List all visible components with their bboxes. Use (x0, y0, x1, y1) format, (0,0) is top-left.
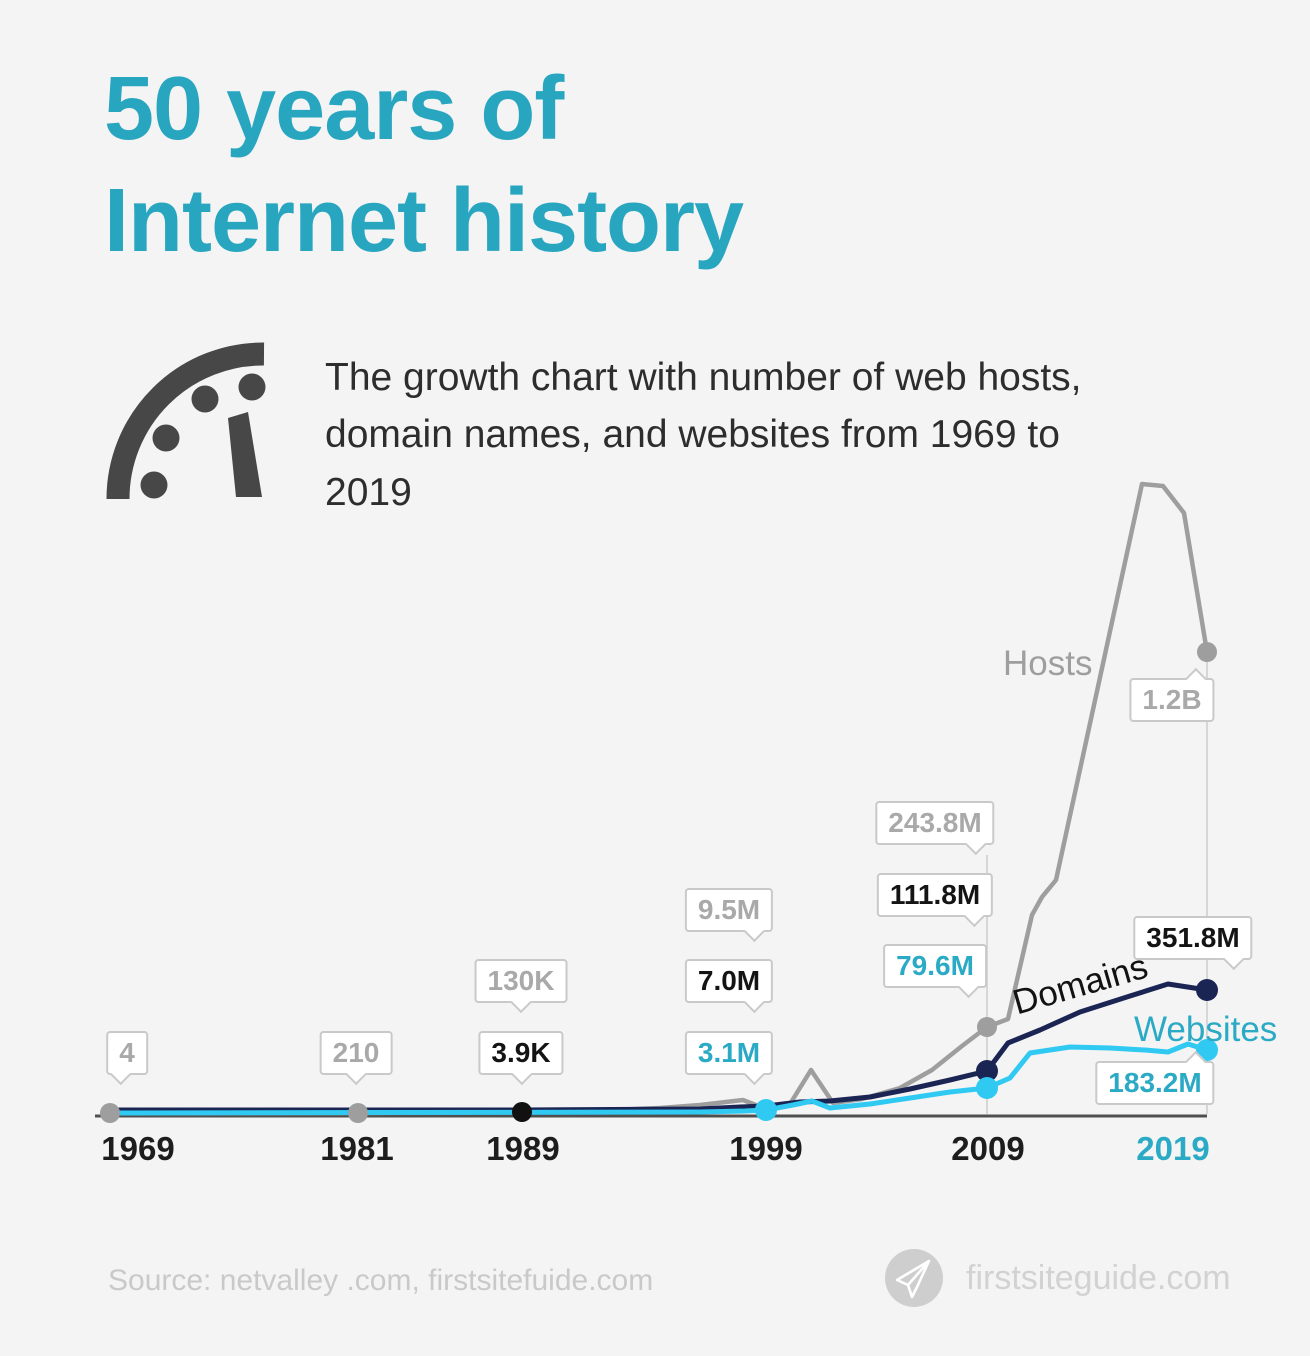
callout-hosts-1981: 210 (319, 1031, 393, 1075)
websites-line (107, 1041, 1210, 1116)
domains-point-2019 (1196, 979, 1218, 1001)
callout-hosts-1999: 9.5M (684, 888, 774, 932)
hosts-series-label: Hosts (1003, 644, 1093, 683)
clock-dot (140, 471, 168, 499)
callout-hosts-2009: 243.8M (875, 801, 995, 845)
chart-description-line3: 2019 (325, 470, 412, 514)
page-title-line2: Internet history (104, 170, 744, 271)
page-title-line1: 50 years of (104, 59, 564, 159)
hosts-line (107, 481, 1210, 1116)
clock-dot (152, 424, 180, 452)
callout-domains-2009: 111.8M (876, 873, 994, 917)
hosts-point-2019 (1197, 642, 1217, 662)
domains-line (107, 981, 1210, 1113)
clock-hand (228, 412, 262, 497)
clock-dot (238, 373, 266, 401)
clock-arc (106, 342, 265, 500)
callout-hosts-1969: 4 (106, 1031, 148, 1075)
x-tick-2009: 2009 (951, 1130, 1025, 1167)
domains-point-2009 (976, 1060, 998, 1082)
x-tick-1999: 1999 (729, 1130, 803, 1167)
hosts-point-1969 (100, 1103, 120, 1123)
x-tick-1989: 1989 (486, 1130, 560, 1167)
x-tick-1981: 1981 (320, 1130, 394, 1167)
websites-point-2019 (1196, 1039, 1218, 1061)
callout-hosts-1989: 130K (474, 959, 568, 1003)
chart-description-line1: The growth chart with number of web host… (325, 356, 1082, 399)
callout-websites-2009: 79.6M (883, 944, 987, 988)
x-tick-1969: 1969 (101, 1130, 175, 1167)
websites-point-1999 (755, 1099, 777, 1121)
hosts-point-1981 (348, 1103, 368, 1123)
page-title: 50 years of Internet history (104, 54, 744, 277)
source-credit: Source: netvalley .com, firstsitefuide.c… (108, 1264, 654, 1297)
callout-websites-1999: 3.1M (684, 1031, 774, 1075)
x-tick-2019: 2019 (1136, 1130, 1210, 1167)
websites-series-label: Websites (1134, 1010, 1278, 1049)
hosts-point-2009 (977, 1017, 997, 1037)
brand-name: firstsiteguide.com (966, 1259, 1231, 1297)
callout-domains-2019: 351.8M (1133, 916, 1253, 960)
websites-point-2009 (976, 1077, 998, 1099)
clock-icon (106, 342, 266, 500)
callout-hosts-2019: 1.2B (1129, 678, 1215, 722)
chart-description: The growth chart with number of web host… (325, 349, 1195, 521)
paper-plane-icon (885, 1249, 943, 1307)
callout-domains-1999: 7.0M (684, 959, 774, 1003)
callout-websites-2019: 183.2M (1095, 1061, 1215, 1105)
clock-dot (191, 385, 219, 413)
domains-point-1989 (512, 1102, 532, 1122)
chart-description-line2: domain names, and websites from 1969 to (325, 413, 1060, 457)
callout-domains-1989: 3.9K (478, 1031, 564, 1075)
paper-plane-icon-glyph (895, 1259, 931, 1299)
